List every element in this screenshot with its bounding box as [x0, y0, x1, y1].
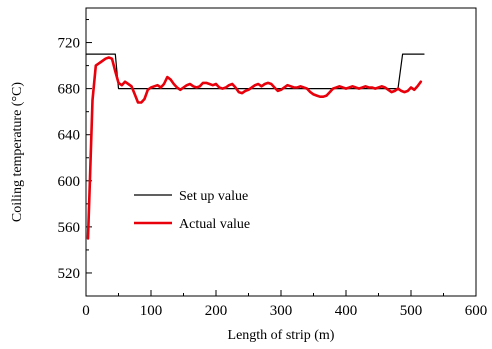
y-tick-label: 640	[58, 128, 81, 144]
x-tick-label: 0	[82, 303, 90, 319]
plot-frame	[85, 7, 477, 297]
axes: 0 100 200 300 400 500 600 520 560 600 640 680 720	[58, 7, 488, 319]
legend: Set up value Actual value	[134, 189, 250, 232]
y-tick-label: 520	[58, 266, 81, 282]
legend-label: Actual value	[179, 217, 250, 232]
series-actual-value-line	[86, 56, 423, 240]
y-tick-label: 720	[58, 36, 81, 52]
x-tick-label: 600	[465, 303, 488, 319]
x-axis-label: Length of strip (m)	[228, 328, 335, 343]
legend-label: Set up value	[179, 189, 248, 204]
y-tick-label: 600	[58, 174, 81, 190]
x-tick-label: 500	[400, 303, 423, 319]
x-tick-label: 300	[270, 303, 293, 319]
plot-area	[85, 53, 425, 240]
y-axis-label: Coiling temperature (°C)	[10, 82, 25, 222]
x-tick-label: 200	[205, 303, 228, 319]
x-tick-label: 400	[335, 303, 358, 319]
series-set-up-value-line	[85, 53, 425, 90]
y-tick-label: 560	[58, 220, 81, 236]
y-tick-label: 680	[58, 82, 81, 98]
x-tick-label: 100	[140, 303, 163, 319]
